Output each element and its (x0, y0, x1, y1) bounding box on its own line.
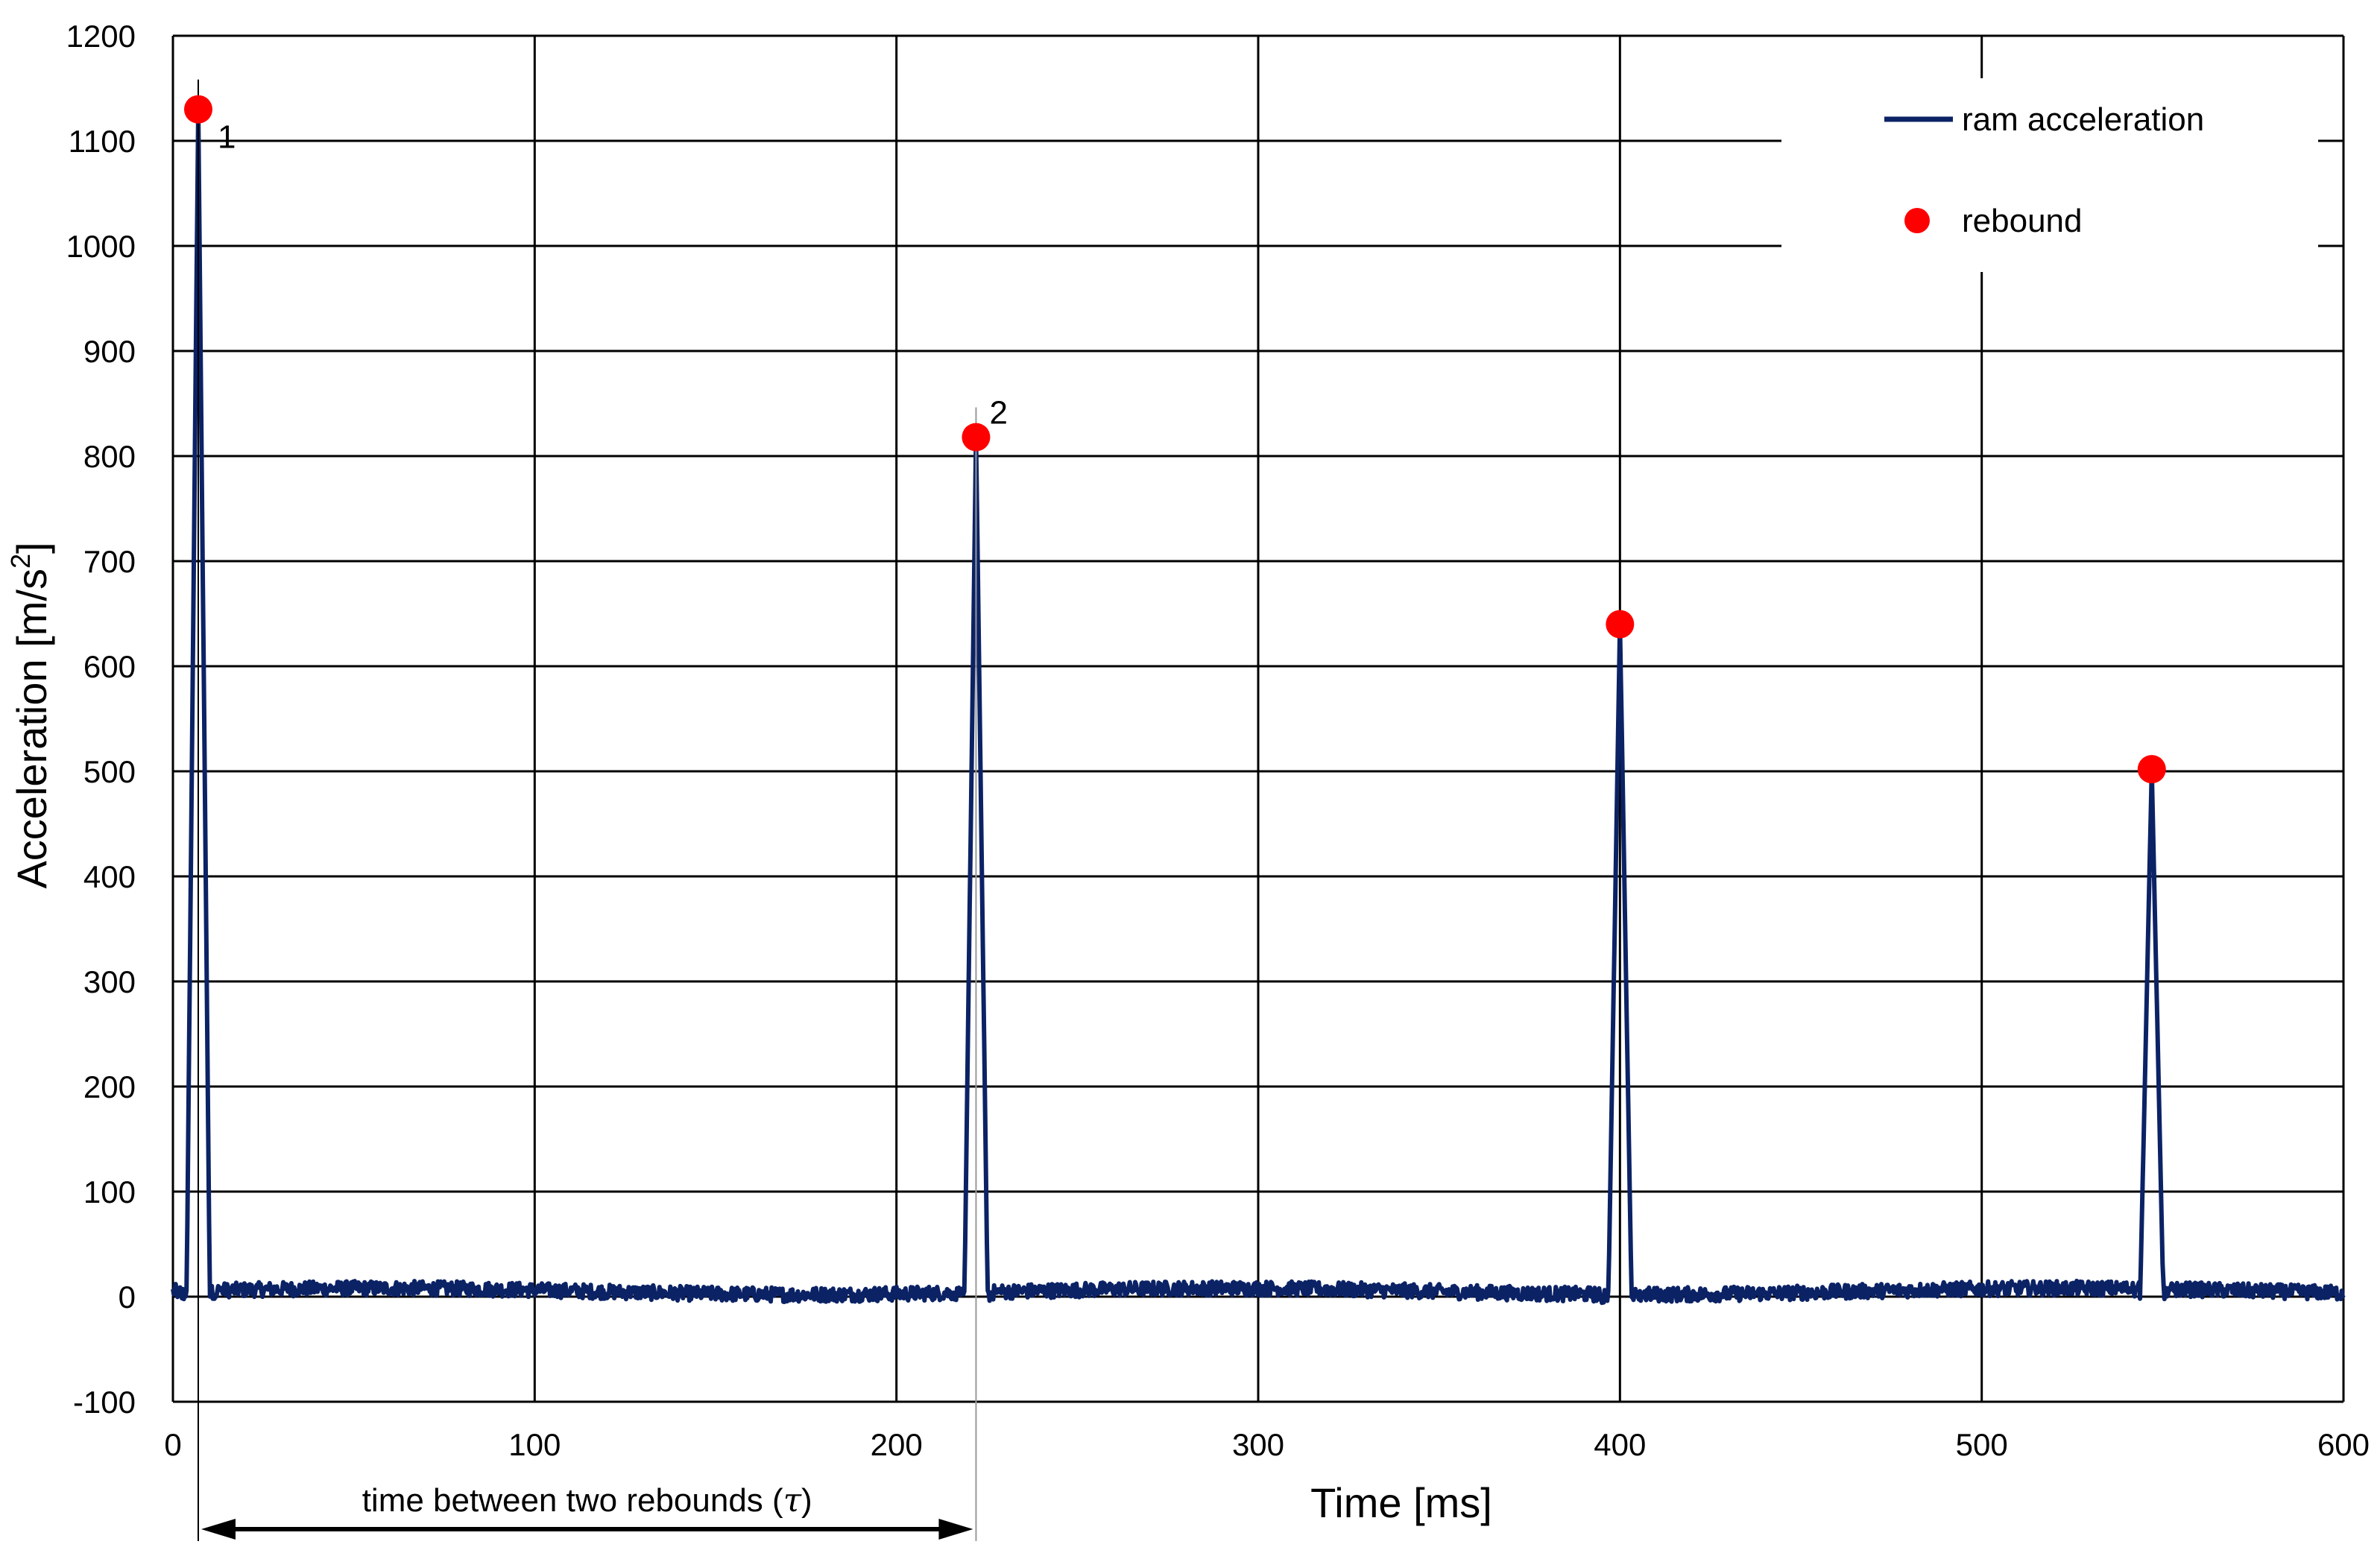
rebound-marker (962, 423, 991, 452)
rebound-interval-label: time between two rebounds (τ) (362, 1481, 812, 1519)
y-tick-label: 800 (83, 439, 136, 474)
y-axis-title: Acceleration [m/s2] (5, 542, 55, 888)
legend-marker-swatch (1904, 208, 1930, 233)
y-tick-label: 600 (83, 649, 136, 684)
y-tick-label: 100 (83, 1174, 136, 1209)
rebound-interval-label-close: ) (801, 1482, 812, 1519)
y-tick-label: 0 (119, 1280, 136, 1315)
rebound-markers (183, 95, 2166, 784)
ram-acceleration-series (171, 107, 2346, 1306)
legend-label-rebound: rebound (1962, 203, 2082, 239)
rebound-marker (1606, 610, 1635, 639)
y-tick-label: 400 (83, 859, 136, 894)
y-tick-label: 300 (83, 964, 136, 999)
x-tick-label: 100 (508, 1427, 561, 1462)
arrow-head-right (938, 1519, 973, 1540)
y-tick-label: 1200 (66, 19, 136, 54)
rebound-reference-lines (197, 79, 977, 1541)
x-tick-labels: 0 100 200 300 400 500 600 (164, 1427, 2370, 1462)
y-tick-labels: -100 0 100 200 300 400 500 600 700 800 900 1000 1100… (66, 19, 136, 1420)
y-tick-label: 1100 (69, 124, 136, 159)
arrow-head-left (201, 1519, 236, 1540)
peak-label: 1 (218, 119, 236, 156)
y-axis-title-superscript: 2 (5, 554, 36, 569)
x-tick-label: 500 (1956, 1427, 2008, 1462)
y-axis-title-main: Acceleration [m/s (8, 569, 55, 889)
y-tick-label: 500 (83, 754, 136, 789)
x-tick-label: 600 (2317, 1427, 2370, 1462)
y-axis-title-close: ] (8, 542, 55, 554)
x-tick-label: 400 (1594, 1427, 1646, 1462)
peak-labels: 12 (218, 119, 1008, 431)
y-tick-label: 200 (83, 1069, 136, 1104)
peak-label: 2 (989, 395, 1007, 431)
x-tick-label: 200 (871, 1427, 923, 1462)
legend-label-ram-acceleration: ram acceleration (1962, 101, 2204, 138)
y-tick-label: 1000 (66, 229, 136, 264)
rebound-interval-annotation: time between two rebounds (τ) (201, 1481, 973, 1540)
legend: ram acceleration rebound (1781, 78, 2318, 272)
ram-acceleration-line (171, 107, 2346, 1306)
x-tick-label: 0 (164, 1427, 181, 1462)
rebound-interval-label-main: time between two rebounds ( (362, 1482, 783, 1519)
y-tick-label: 700 (83, 544, 136, 579)
y-tick-label: -100 (73, 1385, 136, 1420)
x-axis-title: Time [ms] (1310, 1479, 1492, 1526)
rebound-interval-symbol: τ (783, 1481, 802, 1519)
y-tick-label: 900 (83, 334, 136, 369)
x-tick-label: 300 (1232, 1427, 1284, 1462)
legend-background (1781, 78, 2318, 272)
rebound-marker (183, 95, 212, 124)
rebound-marker (2137, 755, 2166, 784)
